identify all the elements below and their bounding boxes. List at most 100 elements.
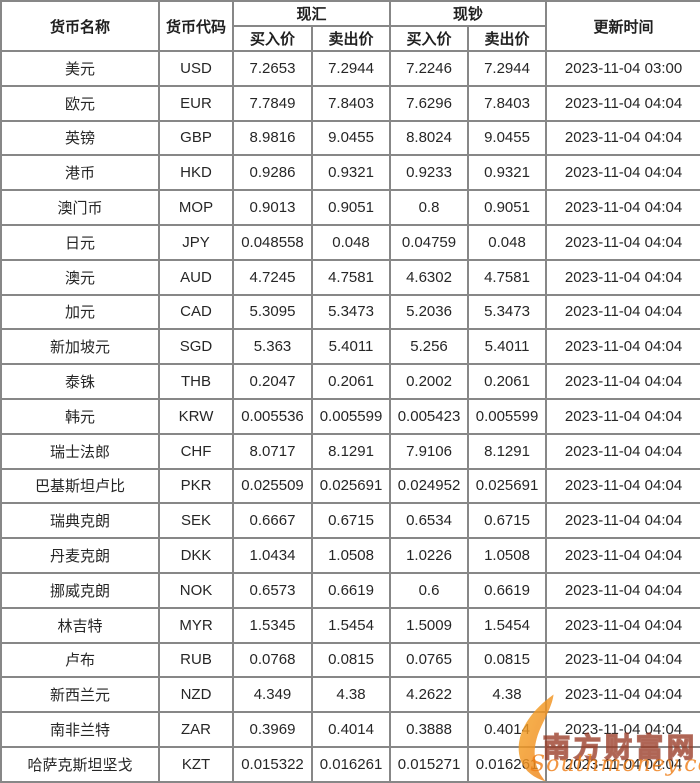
col-header-cash-sell: 卖出价: [467, 25, 548, 52]
table-row: 港币 HKD 0.9286 0.9321 0.9233 0.9321 2023-11-04 …: [0, 154, 700, 192]
currency-code-cell: KZT: [158, 745, 234, 783]
cash-sell-cell: 8.1291: [467, 432, 548, 470]
currency-name-cell: 卢布: [0, 641, 160, 679]
currency-code-cell: NOK: [158, 571, 234, 609]
spot-sell-cell: 0.6619: [310, 571, 392, 609]
currency-code-cell: THB: [158, 363, 234, 400]
cash-buy-cell: 0.024952: [389, 467, 470, 505]
cash-buy-cell: 1.5009: [389, 606, 470, 644]
spot-sell-cell: 4.38: [310, 676, 392, 714]
cash-sell-cell: 4.38: [467, 676, 548, 714]
table-row: 新加坡元 SGD 5.363 5.4011 5.256 5.4011 2023-11-04 …: [0, 328, 700, 366]
currency-code-cell: PKR: [158, 467, 234, 505]
currency-code-cell: DKK: [158, 537, 234, 574]
cash-buy-cell: 7.2246: [389, 50, 470, 87]
cash-sell-cell: 0.6619: [467, 571, 548, 609]
spot-sell-cell: 5.4011: [310, 328, 392, 366]
spot-buy-cell: 7.7849: [232, 84, 313, 122]
spot-sell-cell: 8.1291: [310, 432, 392, 470]
table-row: 南非兰特 ZAR 0.3969 0.4014 0.3888 0.4014 2023-11-0…: [0, 711, 700, 748]
update-time-cell: 2023-11-04 04:04: [545, 84, 700, 122]
table-row: 欧元 EUR 7.7849 7.8403 7.6296 7.8403 2023-11-04 …: [0, 84, 700, 122]
currency-code-cell: CHF: [158, 432, 234, 470]
cash-sell-cell: 7.8403: [467, 84, 548, 122]
update-time-cell: 2023-11-04 04:04: [545, 258, 700, 296]
cash-sell-cell: 1.0508: [467, 537, 548, 574]
currency-name-cell: 林吉特: [0, 606, 160, 644]
col-group-cash: 现钞: [389, 0, 548, 27]
currency-name-cell: 日元: [0, 223, 160, 261]
col-header-currency-code: 货币代码: [158, 0, 234, 52]
cash-sell-cell: 0.2061: [467, 363, 548, 400]
update-time-cell: 2023-11-04 04:04: [545, 293, 700, 331]
cash-buy-cell: 0.015271: [389, 745, 470, 783]
currency-code-cell: MOP: [158, 189, 234, 226]
update-time-cell: 2023-11-04 04:04: [545, 571, 700, 609]
update-time-cell: 2023-11-04 04:04: [545, 328, 700, 366]
currency-name-cell: 美元: [0, 50, 160, 87]
table-row: 加元 CAD 5.3095 5.3473 5.2036 5.3473 2023-11-04 …: [0, 293, 700, 331]
cash-buy-cell: 0.9233: [389, 154, 470, 192]
spot-buy-cell: 0.9286: [232, 154, 313, 192]
update-time-cell: 2023-11-04 04:04: [545, 676, 700, 714]
update-time-cell: 2023-11-04 04:04: [545, 154, 700, 192]
update-time-cell: 2023-11-04 03:00: [545, 50, 700, 87]
currency-name-cell: 南非兰特: [0, 711, 160, 748]
table-row: 美元 USD 7.2653 7.2944 7.2246 7.2944 2023-11-04 …: [0, 50, 700, 87]
currency-code-cell: SEK: [158, 502, 234, 540]
update-time-cell: 2023-11-04 04:04: [545, 119, 700, 157]
table-row: 澳元 AUD 4.7245 4.7581 4.6302 4.7581 2023-11-04 …: [0, 258, 700, 296]
cash-buy-cell: 4.6302: [389, 258, 470, 296]
spot-sell-cell: 7.8403: [310, 84, 392, 122]
spot-sell-cell: 0.0815: [310, 641, 392, 679]
cash-sell-cell: 0.9321: [467, 154, 548, 192]
cash-sell-cell: 9.0455: [467, 119, 548, 157]
cash-sell-cell: 0.016261: [467, 745, 548, 783]
cash-buy-cell: 0.6: [389, 571, 470, 609]
spot-sell-cell: 1.5454: [310, 606, 392, 644]
currency-name-cell: 哈萨克斯坦坚戈: [0, 745, 160, 783]
update-time-cell: 2023-11-04 04:04: [545, 711, 700, 748]
currency-name-cell: 巴基斯坦卢比: [0, 467, 160, 505]
update-time-cell: 2023-11-04 04:04: [545, 432, 700, 470]
cash-sell-cell: 0.9051: [467, 189, 548, 226]
spot-buy-cell: 0.9013: [232, 189, 313, 226]
spot-buy-cell: 4.7245: [232, 258, 313, 296]
cash-buy-cell: 0.005423: [389, 397, 470, 435]
table-row: 丹麦克朗 DKK 1.0434 1.0508 1.0226 1.0508 2023-11-0…: [0, 537, 700, 574]
currency-name-cell: 港币: [0, 154, 160, 192]
table-row: 英镑 GBP 8.9816 9.0455 8.8024 9.0455 2023-11-04 …: [0, 119, 700, 157]
cash-buy-cell: 0.3888: [389, 711, 470, 748]
spot-sell-cell: 7.2944: [310, 50, 392, 87]
cash-buy-cell: 0.04759: [389, 223, 470, 261]
spot-sell-cell: 0.4014: [310, 711, 392, 748]
spot-sell-cell: 0.025691: [310, 467, 392, 505]
spot-buy-cell: 7.2653: [232, 50, 313, 87]
currency-code-cell: ZAR: [158, 711, 234, 748]
table-row: 韩元 KRW 0.005536 0.005599 0.005423 0.005599 202…: [0, 397, 700, 435]
header-row-groups: 货币名称 货币代码 现汇 现钞 更新时间: [0, 0, 700, 52]
spot-sell-cell: 9.0455: [310, 119, 392, 157]
currency-code-cell: RUB: [158, 641, 234, 679]
spot-sell-cell: 1.0508: [310, 537, 392, 574]
currency-code-cell: NZD: [158, 676, 234, 714]
spot-buy-cell: 4.349: [232, 676, 313, 714]
table-row: 新西兰元 NZD 4.349 4.38 4.2622 4.38 2023-11-04 04:…: [0, 676, 700, 714]
spot-buy-cell: 0.0768: [232, 641, 313, 679]
table-row: 巴基斯坦卢比 PKR 0.025509 0.025691 0.024952 0.02569…: [0, 467, 700, 505]
spot-sell-cell: 0.9321: [310, 154, 392, 192]
spot-buy-cell: 0.3969: [232, 711, 313, 748]
table-row: 哈萨克斯坦坚戈 KZT 0.015322 0.016261 0.015271 0.0162…: [0, 745, 700, 783]
table-row: 卢布 RUB 0.0768 0.0815 0.0765 0.0815 2023-11-04 …: [0, 641, 700, 679]
spot-buy-cell: 1.0434: [232, 537, 313, 574]
cash-sell-cell: 1.5454: [467, 606, 548, 644]
cash-sell-cell: 4.7581: [467, 258, 548, 296]
col-header-update-time: 更新时间: [545, 0, 700, 52]
table-row: 瑞典克朗 SEK 0.6667 0.6715 0.6534 0.6715 2023-11-0…: [0, 502, 700, 540]
table-row: 日元 JPY 0.048558 0.048 0.04759 0.048 2023-11-04…: [0, 223, 700, 261]
spot-buy-cell: 0.025509: [232, 467, 313, 505]
currency-name-cell: 欧元: [0, 84, 160, 122]
currency-name-cell: 加元: [0, 293, 160, 331]
currency-name-cell: 澳门币: [0, 189, 160, 226]
spot-buy-cell: 0.6667: [232, 502, 313, 540]
